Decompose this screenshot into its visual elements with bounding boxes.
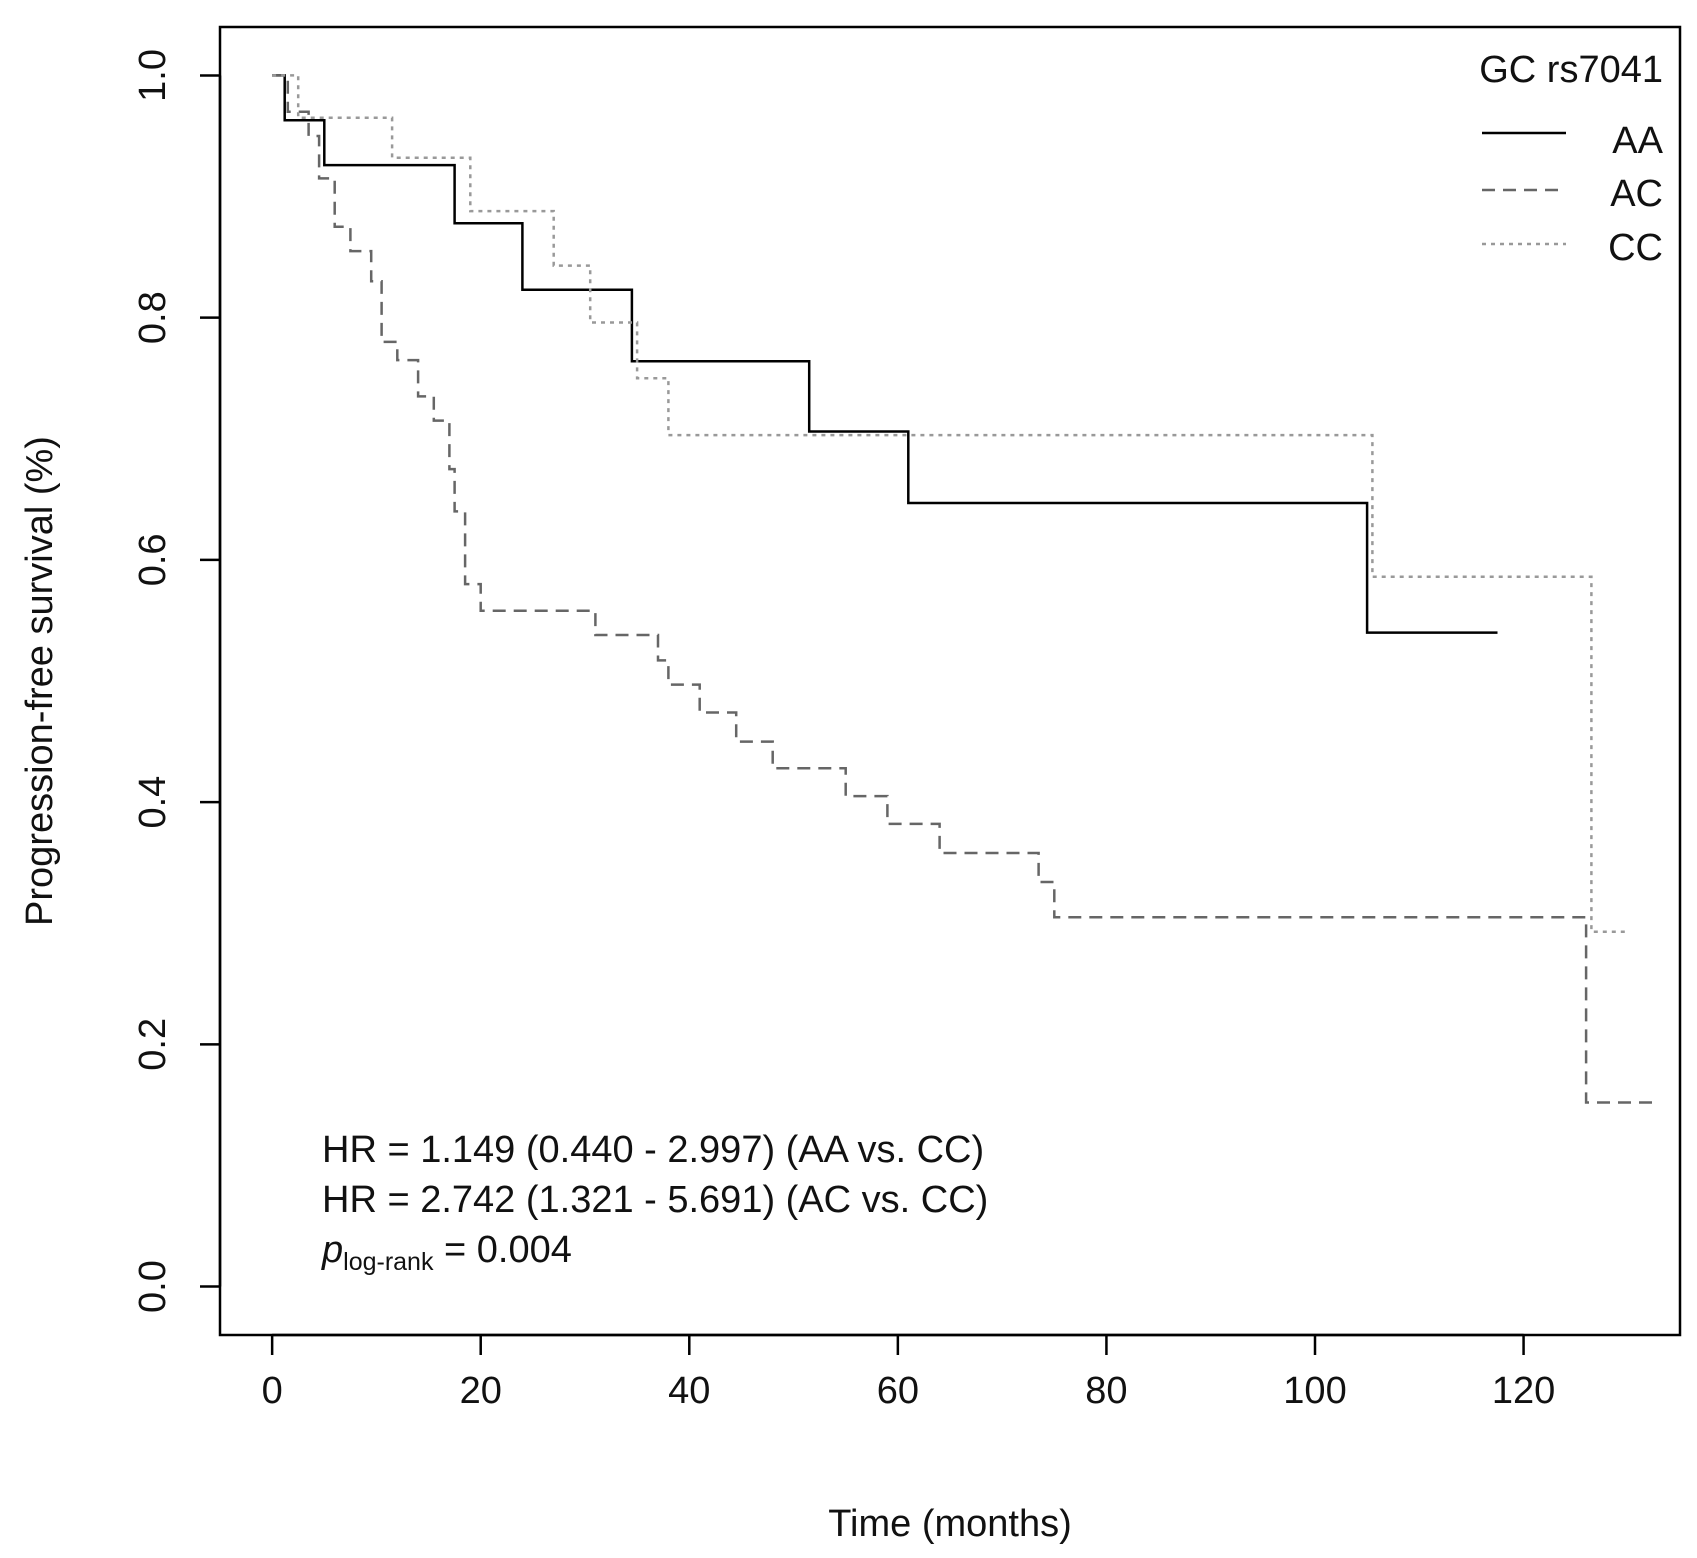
p-value-logrank: plog-rank = 0.004: [321, 1229, 572, 1276]
legend-label-ac: AC: [1610, 173, 1663, 215]
x-tick-label: 40: [668, 1370, 710, 1412]
legend-label-cc: CC: [1608, 227, 1663, 269]
x-tick-label: 120: [1492, 1370, 1555, 1412]
legend: GC rs7041 AA AC CC: [1479, 49, 1663, 269]
x-tick-label: 80: [1085, 1370, 1127, 1412]
x-tick-label: 0: [262, 1370, 283, 1412]
series-line-aa: [272, 74, 1498, 634]
y-tick-label: 0.0: [132, 1260, 174, 1313]
y-axis: 0.0 0.2 0.4 0.6 0.8 1.0: [132, 49, 222, 1313]
y-tick-label: 0.4: [132, 776, 174, 829]
x-tick-label: 100: [1283, 1370, 1346, 1412]
x-axis-title: Time (months): [828, 1503, 1072, 1545]
y-tick-label: 0.2: [132, 1018, 174, 1071]
annotations: HR = 1.149 (0.440 - 2.997) (AA vs. CC) H…: [321, 1129, 988, 1276]
x-axis: 0 20 40 60 80 100 120: [262, 1333, 1555, 1412]
y-tick-label: 0.8: [132, 291, 174, 344]
hazard-ratio-aa: HR = 1.149 (0.440 - 2.997) (AA vs. CC): [322, 1129, 984, 1171]
y-tick-label: 1.0: [132, 49, 174, 102]
p-symbol: p: [321, 1229, 343, 1271]
legend-title: GC rs7041: [1479, 49, 1663, 91]
series-line-cc: [272, 74, 1628, 933]
hazard-ratio-ac: HR = 2.742 (1.321 - 5.691) (AC vs. CC): [322, 1179, 988, 1221]
p-value: = 0.004: [433, 1229, 571, 1271]
legend-label-aa: AA: [1612, 120, 1663, 162]
x-tick-label: 20: [460, 1370, 502, 1412]
p-subscript: log-rank: [343, 1248, 434, 1276]
y-axis-title: Progression-free survival (%): [19, 436, 61, 926]
x-tick-label: 60: [877, 1370, 919, 1412]
series-lines: [272, 74, 1660, 1104]
y-tick-label: 0.6: [132, 533, 174, 586]
series-line-ac: [272, 74, 1660, 1104]
